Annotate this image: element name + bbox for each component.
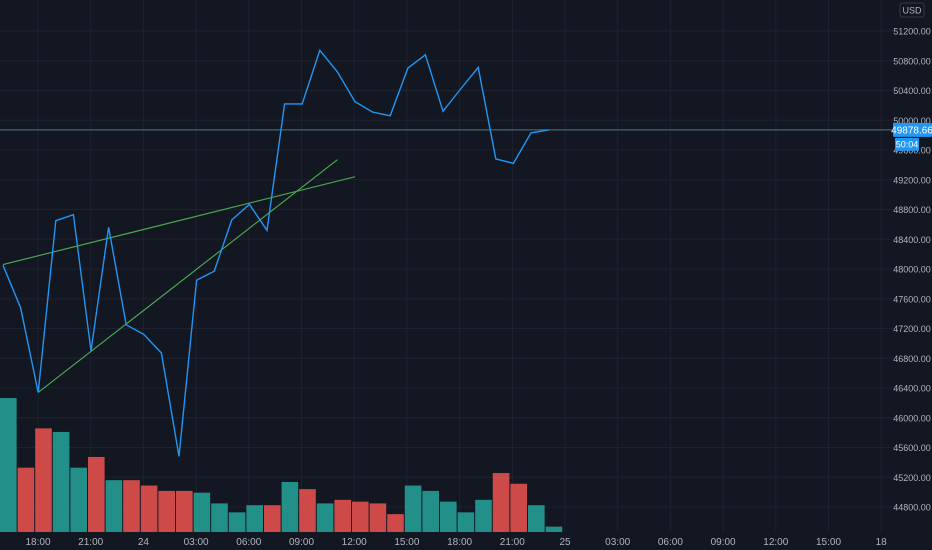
- time-tick-label: 09:00: [711, 537, 736, 548]
- volume-bars: [0, 398, 563, 532]
- time-tick-label: 18:00: [447, 537, 472, 548]
- volume-bar: [211, 503, 228, 532]
- time-tick-label: 06:00: [236, 537, 261, 548]
- volume-bar: [404, 485, 422, 532]
- volume-bar: [123, 480, 140, 532]
- volume-bar: [440, 501, 457, 532]
- volume-bar: [281, 481, 299, 532]
- currency-label-box: [899, 2, 925, 18]
- volume-bar: [52, 431, 70, 532]
- time-tick-label: 15:00: [394, 537, 419, 548]
- time-tick-label: 21:00: [500, 537, 525, 548]
- volume-bar: [70, 467, 87, 532]
- time-tick-label: 18:00: [25, 537, 50, 548]
- time-tick-label: 12:00: [342, 537, 367, 548]
- time-tick-label: 09:00: [289, 537, 314, 548]
- volume-bar: [545, 526, 563, 532]
- last-price-box: [893, 122, 932, 137]
- price-tick-label: 45600.00: [893, 443, 931, 453]
- volume-bar: [193, 492, 211, 532]
- volume-bar: [176, 490, 193, 532]
- volume-bar: [158, 490, 175, 532]
- price-tick-label: 45200.00: [893, 473, 931, 483]
- volume-bar: [105, 480, 123, 532]
- time-axis-panel[interactable]: [0, 532, 893, 550]
- time-tick-label: 15:00: [816, 537, 841, 548]
- time-tick-label: 12:00: [763, 537, 788, 548]
- currency-label-text: USD: [902, 6, 922, 16]
- countdown-box: [895, 137, 919, 151]
- trendlines[interactable]: [2, 159, 356, 393]
- countdown-text: 50:04: [896, 139, 919, 149]
- volume-bar: [246, 505, 263, 532]
- volume-bar: [0, 398, 17, 532]
- volume-bar: [17, 467, 35, 532]
- time-tick-label: 25: [559, 537, 571, 548]
- volume-bar: [422, 490, 439, 532]
- price-tick-label: 48800.00: [893, 205, 931, 215]
- last-price-text: 49878.66: [891, 125, 932, 136]
- volume-bar: [140, 485, 158, 532]
- volume-bar: [299, 489, 316, 532]
- price-tick-label: 50400.00: [893, 86, 931, 96]
- volume-bar: [475, 499, 492, 532]
- price-series-line[interactable]: [2, 48, 549, 457]
- price-axis-panel[interactable]: [893, 0, 932, 550]
- volume-bar: [492, 473, 510, 532]
- time-tick-label: 18: [876, 537, 888, 548]
- time-tick-label: 06:00: [658, 537, 683, 548]
- price-tick-label: 50000.00: [893, 116, 931, 126]
- price-tick-label: 50800.00: [893, 56, 931, 66]
- volume-bar: [334, 499, 351, 532]
- volume-bar: [228, 512, 246, 532]
- price-tick-label: 51200.00: [893, 27, 931, 37]
- volume-bar: [316, 503, 334, 532]
- trendline[interactable]: [37, 159, 338, 393]
- price-tick-label: 48000.00: [893, 265, 931, 275]
- volume-bar: [369, 503, 387, 532]
- time-tick-label: 03:00: [184, 537, 209, 548]
- price-tick-label: 44800.00: [893, 503, 931, 513]
- time-tick-label: 21:00: [78, 537, 103, 548]
- price-tick-label: 47600.00: [893, 294, 931, 304]
- time-tick-label: 24: [138, 537, 150, 548]
- price-tick-label: 46800.00: [893, 354, 931, 364]
- volume-bar: [352, 501, 369, 532]
- volume-bar: [457, 512, 475, 532]
- currency-label[interactable]: USD: [899, 2, 925, 18]
- price-tick-label: 47200.00: [893, 324, 931, 334]
- volume-bar: [88, 456, 105, 532]
- price-tick-label: 46000.00: [893, 413, 931, 423]
- time-axis: 18:00 21:00 24 03:00 06:00 09:00 12:00 15:00 18:…: [25, 537, 887, 548]
- volume-bar: [510, 483, 527, 532]
- price-tick-label: 46400.00: [893, 384, 931, 394]
- last-price-label: 49878.66 50:04: [891, 122, 932, 151]
- price-tick-label: 48400.00: [893, 235, 931, 245]
- volume-bar: [387, 514, 404, 532]
- volume-bar: [264, 505, 281, 532]
- grid: [0, 0, 893, 532]
- volume-bar: [528, 505, 545, 532]
- volume-bar: [35, 428, 52, 532]
- price-tick-label: 49200.00: [893, 175, 931, 185]
- time-tick-label: 03:00: [605, 537, 630, 548]
